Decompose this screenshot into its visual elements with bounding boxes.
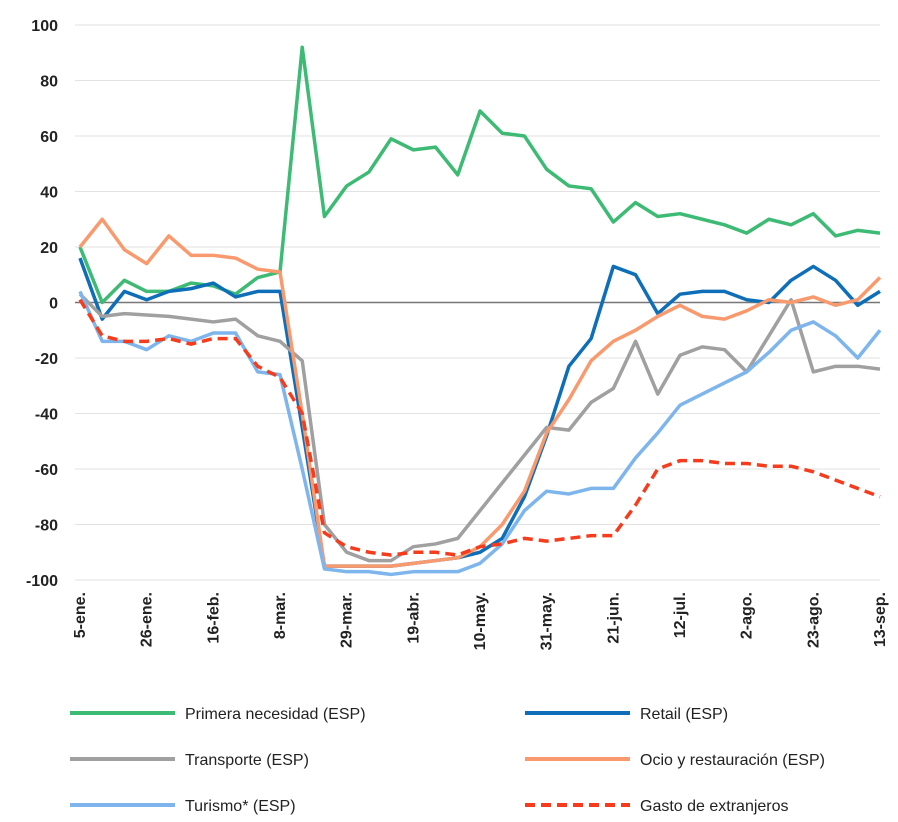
x-tick-label: 31-may. <box>539 592 556 650</box>
legend-label: Ocio y restauración (ESP) <box>640 752 825 769</box>
y-tick-label: 0 <box>49 296 58 313</box>
legend-label: Retail (ESP) <box>640 706 728 723</box>
x-tick-label: 21-jun. <box>605 592 622 644</box>
y-tick-label: -40 <box>35 407 58 424</box>
series-line <box>78 217 882 568</box>
x-tick-label: 26-ene. <box>139 592 156 647</box>
legend-label: Primera necesidad (ESP) <box>185 706 366 723</box>
x-tick-label: 13-sep. <box>872 592 889 647</box>
y-tick-label: -60 <box>35 462 58 479</box>
series-line <box>78 290 882 577</box>
legend-label: Turismo* (ESP) <box>185 798 296 815</box>
y-tick-label: -80 <box>35 518 58 535</box>
legend-label: Gasto de extranjeros <box>640 798 789 815</box>
x-tick-label: 29-mar. <box>339 592 356 648</box>
x-tick-label: 5-ene. <box>72 592 89 638</box>
y-tick-label: 80 <box>40 74 58 91</box>
y-tick-label: 20 <box>40 240 58 257</box>
x-tick-label: 23-ago. <box>805 592 822 648</box>
series-line <box>78 298 881 557</box>
x-tick-label: 10-may. <box>472 592 489 650</box>
x-tick-label: 2-ago. <box>739 592 756 639</box>
y-tick-label: 40 <box>40 185 58 202</box>
x-tick-label: 19-abr. <box>405 592 422 644</box>
series-line <box>78 292 881 563</box>
y-tick-label: 60 <box>40 129 58 146</box>
x-tick-label: 12-jul. <box>672 592 689 638</box>
x-tick-label: 16-feb. <box>205 592 222 644</box>
series-line <box>78 45 881 305</box>
x-tick-label: 8-mar. <box>272 592 289 639</box>
legend-label: Transporte (ESP) <box>185 752 309 769</box>
y-tick-label: -100 <box>26 573 58 590</box>
y-tick-label: -20 <box>35 351 58 368</box>
y-tick-label: 100 <box>31 18 58 35</box>
series-line <box>78 257 881 568</box>
